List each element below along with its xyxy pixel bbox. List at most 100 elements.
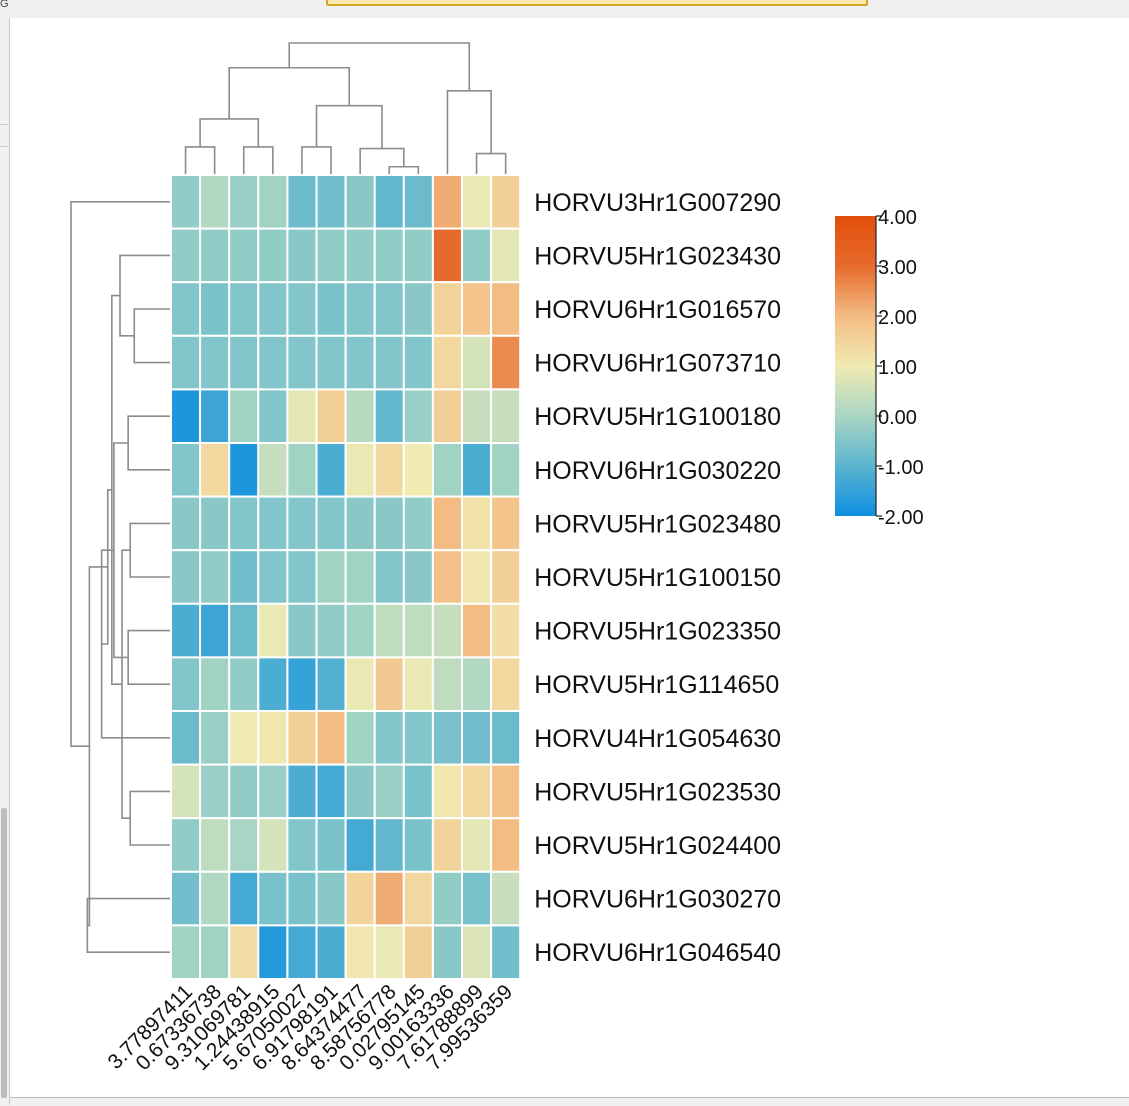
dendrogram-branch [446,90,492,175]
heatmap-cell [286,763,318,820]
heatmap-cell [490,817,522,873]
heatmap-cell [490,334,522,391]
heatmap-cell [286,870,318,927]
heatmap-cell [431,388,463,444]
heatmap-cell [344,495,376,552]
heatmap-cell [286,602,318,659]
heatmap-cell [170,334,202,391]
heatmap-cell [461,602,493,659]
dendrogram-branch [242,146,274,175]
heatmap-cell [490,281,522,337]
colorbar-tick-label: 2.00 [878,307,917,329]
heatmap-cell [344,602,376,659]
heatmap-cell [344,710,376,766]
heatmap-cell [257,334,289,391]
heatmap-cell [402,602,434,659]
dendrogram-branch [228,66,351,119]
left-panel-divider [0,146,8,147]
heatmap-cell [199,870,231,927]
dendrogram-branch [133,308,171,364]
heatmap-cell [170,924,202,981]
heatmap-cell [344,924,376,981]
heatmap-cell [402,763,434,820]
heatmap-cell [490,549,522,605]
row-label: HORVU6Hr1G030220 [534,457,781,485]
heatmap-cell [402,924,434,981]
heatmap-cell [490,870,522,927]
heatmap-cell [199,817,231,873]
heatmap-cell [373,334,405,391]
dendrogram-branch [119,254,171,337]
colorbar-gradient [835,216,876,516]
heatmap-cell [170,710,202,766]
heatmap-cell [373,442,405,498]
heatmap-cell [170,174,202,230]
heatmap-cell [431,870,463,927]
heatmap-cell [315,549,347,605]
heatmap-cell [286,924,318,981]
heatmap-cell [199,763,231,820]
row-label: HORVU5Hr1G100180 [534,403,781,431]
heatmap-cell [461,334,493,391]
heatmap-cell [344,227,376,284]
heatmap-cell [431,602,463,659]
heatmap-cell [402,710,434,766]
heatmap-cell [461,817,493,873]
dendrogram-branch [87,566,108,927]
heatmap-cell [431,817,463,873]
heatmap-cell [228,710,260,766]
colorbar-tick-label: 1.00 [878,357,917,379]
row-label: HORVU5Hr1G023530 [534,778,781,806]
heatmap-cell [199,710,231,766]
heatmap-cell [286,656,318,713]
top-toolbar-field[interactable] [326,0,868,6]
heatmap-cell [490,602,522,659]
heatmap-cell [431,442,463,498]
heatmap-cell [373,817,405,873]
heatmap-cells [170,174,522,981]
heatmap-cell [373,870,405,927]
heatmap-cell [228,924,260,981]
dendrogram-branch [127,415,171,471]
heatmap-cell [315,388,347,444]
heatmap-cell [199,442,231,498]
heatmap-cell [315,227,347,284]
heatmap-cell [402,281,434,337]
heatmap-cell [461,924,493,981]
colorbar-tick-label: -2.00 [878,507,924,529]
heatmap-cell [257,710,289,766]
row-label: HORVU4Hr1G054630 [534,725,781,753]
dendrogram-branch [388,165,420,175]
heatmap-cell [373,227,405,284]
heatmap-cell [315,602,347,659]
heatmap-cell [344,549,376,605]
heatmap-cell [228,817,260,873]
heatmap-cell [199,388,231,444]
dendrogram-branch [70,201,171,747]
heatmap-cell [315,442,347,498]
heatmap-cell [402,870,434,927]
heatmap-cell [402,442,434,498]
heatmap-cell [257,656,289,713]
heatmap-cell [199,227,231,284]
left-scrollbar[interactable] [1,808,7,1098]
heatmap-cell [257,549,289,605]
heatmap-cell [402,549,434,605]
dendrogram-branch [315,104,383,149]
heatmap-cell [286,334,318,391]
heatmap-cell [170,763,202,820]
heatmap-cell [257,281,289,337]
dendrogram-branch [359,147,405,175]
left-panel-strip [0,18,10,1105]
heatmap-cell [257,870,289,927]
heatmap-cell [170,495,202,552]
row-labels: HORVU3Hr1G007290 HORVU5Hr1G023430 HORVU6Hr… [534,189,781,967]
heatmap-cell [373,602,405,659]
heatmap-cell [461,227,493,284]
row-label: HORVU5Hr1G023350 [534,618,781,646]
heatmap-cell [199,549,231,605]
heatmap-cell [490,227,522,284]
heatmap-cell [461,281,493,337]
heatmap-cell [431,549,463,605]
heatmap-cell [199,924,231,981]
